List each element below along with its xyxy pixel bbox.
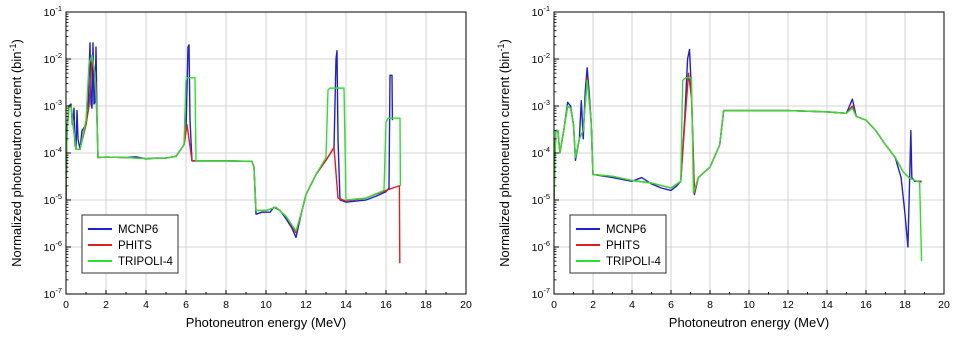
y-tick-label: 10-3 [532, 98, 550, 113]
x-tick-label: 14 [821, 299, 833, 311]
x-tick-label: 16 [860, 299, 872, 311]
x-tick-label: 4 [143, 299, 149, 311]
x-tick-label: 8 [223, 299, 229, 311]
x-tick-label: 20 [938, 299, 950, 311]
series-line-tripoli-4 [554, 77, 923, 262]
y-tick-label: 10-5 [532, 192, 550, 207]
series-group [66, 42, 402, 264]
legend-label-mcnp6: MCNP6 [606, 224, 646, 236]
y-tick-label: 10-5 [44, 192, 62, 207]
legend-label-tripoli-4: TRIPOLI-4 [606, 256, 662, 268]
x-tick-label: 10 [743, 299, 755, 311]
legend-label-phits: PHITS [118, 240, 152, 252]
legend-label-tripoli-4: TRIPOLI-4 [118, 256, 174, 268]
y-tick-label: 10-1 [532, 4, 550, 19]
x-axis-label: Photoneutron energy (MeV) [186, 315, 346, 330]
y-axis-label: Normalized photoneutron current (bin-1) [8, 39, 24, 267]
legend: MCNP6 PHITS TRIPOLI-4 [569, 214, 667, 274]
x-tick-label: 10 [260, 299, 272, 311]
y-tick-label: 10-1 [44, 4, 62, 19]
x-tick-label: 2 [590, 299, 596, 311]
series-group [554, 48, 923, 262]
y-tick-label: 10-6 [44, 239, 62, 254]
x-tick-label: 8 [707, 299, 713, 311]
x-tick-label: 20 [460, 299, 472, 311]
x-tick-label: 18 [420, 299, 432, 311]
x-tick-label: 12 [300, 299, 312, 311]
y-tick-label: 10-4 [44, 145, 62, 160]
y-tick-label: 10-2 [44, 51, 62, 66]
x-tick-label: 6 [183, 299, 189, 311]
chart-panel-2: 0 2 4 6 8 10 12 14 16 18 20 10-7 10-6 10-5 10-4 10-3 10-… [496, 4, 950, 330]
x-axis-label: Photoneutron energy (MeV) [669, 315, 829, 330]
x-tick-label: 14 [340, 299, 352, 311]
series-line-phits [554, 72, 922, 201]
x-tick-label: 12 [782, 299, 794, 311]
y-tick-label: 10-2 [532, 51, 550, 66]
y-tick-label: 10-7 [44, 286, 62, 301]
x-tick-label: 0 [63, 299, 69, 311]
series-line-tripoli-4 [66, 54, 402, 232]
x-tick-label: 16 [380, 299, 392, 311]
x-tick-label: 4 [629, 299, 635, 311]
x-tick-label: 0 [551, 299, 557, 311]
y-tick-label: 10-7 [532, 286, 550, 301]
legend-label-mcnp6: MCNP6 [118, 224, 158, 236]
y-axis-label: Normalized photoneutron current (bin-1) [496, 39, 512, 267]
legend: MCNP6 PHITS TRIPOLI-4 [81, 214, 179, 274]
y-tick-label: 10-6 [532, 239, 550, 254]
x-tick-label: 2 [103, 299, 109, 311]
x-tick-label: 18 [899, 299, 911, 311]
y-tick-label: 10-3 [44, 98, 62, 113]
series-line-mcnp6 [66, 42, 394, 239]
chart-panel-1: 0 2 4 6 8 10 12 14 16 18 20 10-7 10-6 10-5 10-4 10-3 10-… [8, 4, 472, 330]
y-tick-label: 10-4 [532, 145, 550, 160]
x-tick-label: 6 [668, 299, 674, 311]
legend-label-phits: PHITS [606, 240, 640, 252]
